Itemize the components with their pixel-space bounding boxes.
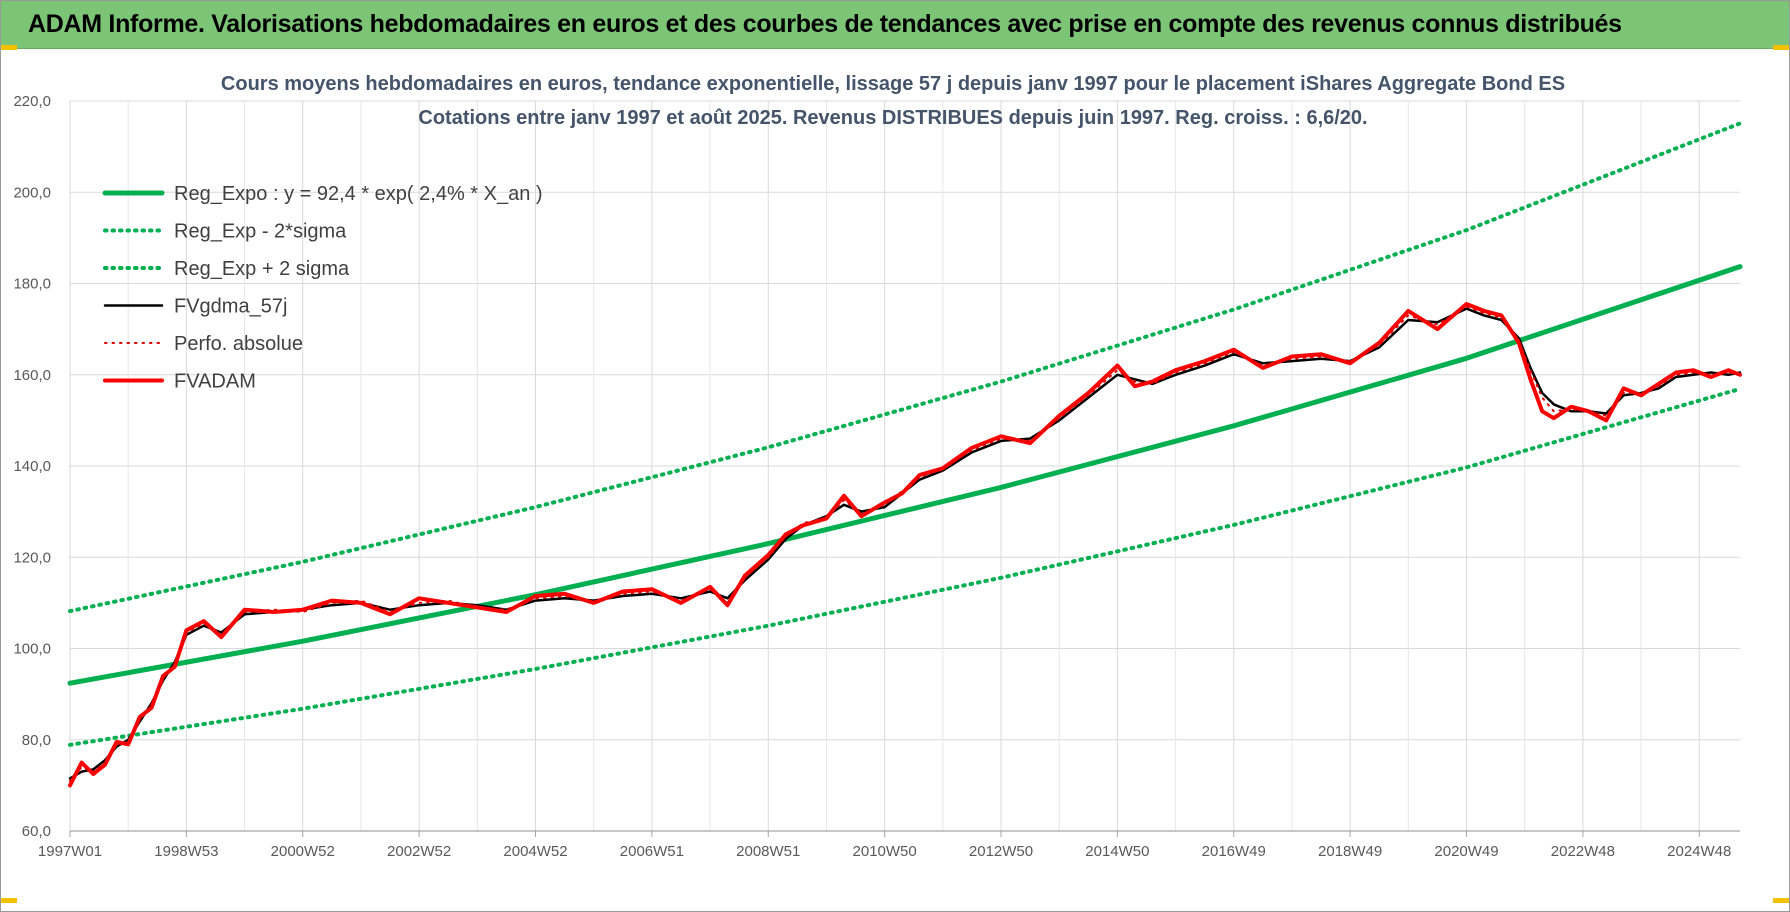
x-tick-label: 2014W50 xyxy=(1085,843,1149,860)
y-tick-label: 180,0 xyxy=(13,276,51,293)
report-banner: ADAM Informe. Valorisations hebdomadaire… xyxy=(1,1,1789,49)
y-tick-label: 100,0 xyxy=(13,641,51,658)
legend-label: FVgdma_57j xyxy=(174,296,287,318)
x-tick-label: 2002W52 xyxy=(387,843,451,860)
x-tick-label: 2008W51 xyxy=(736,843,800,860)
x-tick-label: 2024W48 xyxy=(1667,843,1731,860)
legend-label: Reg_Exp - 2*sigma xyxy=(174,221,347,243)
x-tick-label: 2018W49 xyxy=(1318,843,1382,860)
series-lines xyxy=(67,121,1743,788)
x-tick-label: 2012W50 xyxy=(969,843,1033,860)
grid xyxy=(69,100,1740,832)
series-line-reg_expo xyxy=(67,264,1743,686)
y-tick-label: 80,0 xyxy=(22,732,51,749)
series-line-fvadam xyxy=(68,302,1742,788)
legend-label: Perfo. absolue xyxy=(174,333,303,355)
corner-marker xyxy=(1773,45,1789,50)
y-tick-label: 60,0 xyxy=(22,823,51,840)
x-tick-label: 2020W49 xyxy=(1434,843,1498,860)
legend-label: Reg_Exp + 2 sigma xyxy=(174,258,350,280)
x-tick-label: 2016W49 xyxy=(1202,843,1266,860)
y-tick-label: 140,0 xyxy=(13,458,51,475)
y-tick-label: 160,0 xyxy=(13,367,51,384)
series-line-fvgdma_57j xyxy=(68,307,1742,780)
corner-marker xyxy=(1,898,17,903)
corner-marker xyxy=(1,45,17,50)
legend-label: FVADAM xyxy=(174,371,256,393)
y-tick-label: 120,0 xyxy=(13,549,51,566)
x-tick-label: 2000W52 xyxy=(271,843,335,860)
y-tick-label: 200,0 xyxy=(13,184,51,201)
x-tick-label: 1998W53 xyxy=(154,843,218,860)
chart-title: Cours moyens hebdomadaires en euros, ten… xyxy=(221,73,1565,95)
axes: 60,0 80,0 100,0 120,0 140,0 160,0 180,0 200,0 22… xyxy=(13,93,1740,860)
y-tick-label: 220,0 xyxy=(13,93,51,110)
x-tick-label: 2010W50 xyxy=(853,843,917,860)
series-line-perfo xyxy=(69,305,1741,782)
x-tick-label: 1997W01 xyxy=(38,843,102,860)
chart-subtitle: Cotations entre janv 1997 et août 2025. … xyxy=(418,107,1367,129)
x-tick-label: 2006W51 xyxy=(620,843,684,860)
corner-marker xyxy=(1773,898,1789,903)
legend: Reg_Expo : y = 92,4 * exp( 2,4% * X_an )… xyxy=(102,183,543,393)
series-line-reg_exp xyxy=(68,386,1742,747)
series-line-reg_exp xyxy=(68,121,1742,614)
report-title: ADAM Informe. Valorisations hebdomadaire… xyxy=(28,10,1622,38)
x-tick-label: 2022W48 xyxy=(1551,843,1615,860)
legend-label: Reg_Expo : y = 92,4 * exp( 2,4% * X_an ) xyxy=(174,183,543,205)
x-tick-label: 2004W52 xyxy=(503,843,567,860)
